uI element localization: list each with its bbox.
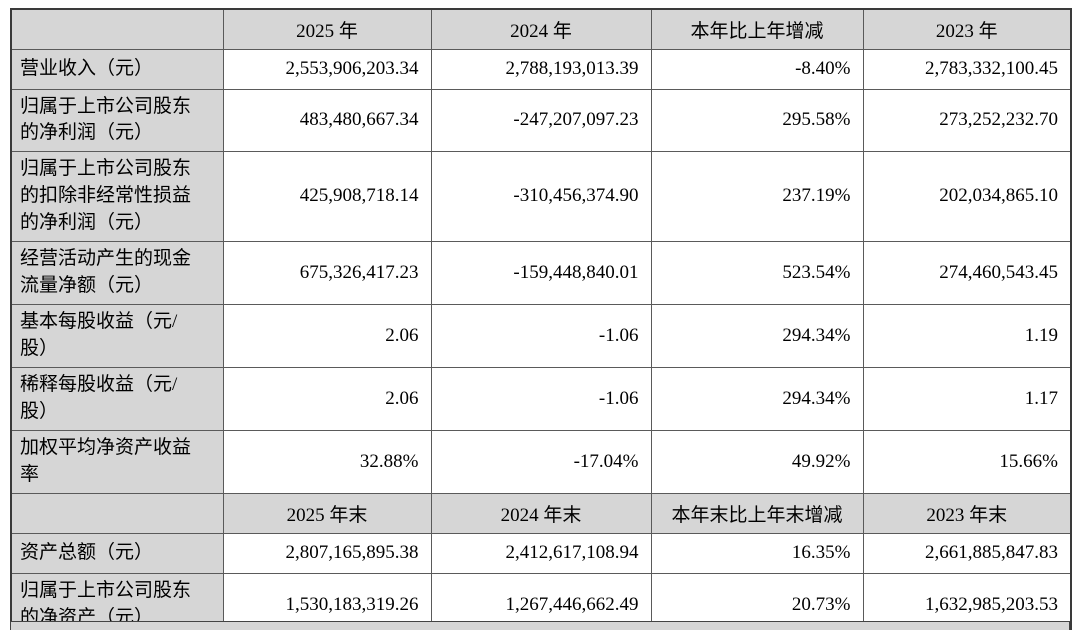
cell-value: 237.19% (650, 151, 864, 243)
cell-value: 16.35% (650, 533, 864, 575)
cell-value: -1.06 (430, 367, 652, 432)
col-header-yearend-change: 本年末比上年末增减 (650, 493, 864, 535)
cell-value: 32.88% (222, 430, 432, 495)
row-label-net-profit-deducted: 归属于上市公司股东 的扣除非经常性损益 的净利润（元） (10, 151, 224, 243)
table-row: 稀释每股收益（元/ 股） 2.06 -1.06 294.34% 1.17 (10, 367, 1072, 432)
cell-value: -17.04% (430, 430, 652, 495)
cell-value: 295.58% (650, 88, 864, 153)
cell-value: 294.34% (650, 304, 864, 369)
cell-value: 425,908,718.14 (222, 151, 432, 243)
cell-value: 15.66% (862, 430, 1072, 495)
header-row-yearend: 2025 年末 2024 年末 本年末比上年末增减 2023 年末 (10, 493, 1072, 535)
cell-value: 49.92% (650, 430, 864, 495)
row-label-weighted-avg-roe: 加权平均净资产收益 率 (10, 430, 224, 495)
cell-value: 675,326,417.23 (222, 241, 432, 306)
col-header-2024: 2024 年 (430, 8, 652, 50)
cell-value: 20.73% (650, 573, 864, 630)
table-row: 经营活动产生的现金 流量净额（元） 675,326,417.23 -159,44… (10, 241, 1072, 306)
cell-value: 483,480,667.34 (222, 88, 432, 153)
cell-value: 294.34% (650, 367, 864, 432)
table-row: 归属于上市公司股东 的净资产（元） 1,530,183,319.26 1,267… (10, 573, 1072, 630)
row-label-revenue: 营业收入（元） (10, 48, 224, 90)
row-label-total-assets: 资产总额（元） (10, 533, 224, 575)
cell-value: -247,207,097.23 (430, 88, 652, 153)
header-row-current: 2025 年 2024 年 本年比上年增减 2023 年 (10, 8, 1072, 50)
cell-value: 2,553,906,203.34 (222, 48, 432, 90)
key-financials-table: 2025 年 2024 年 本年比上年增减 2023 年 营业收入（元） 2,5… (10, 8, 1072, 630)
row-label-operating-cash-flow: 经营活动产生的现金 流量净额（元） (10, 241, 224, 306)
table-row: 归属于上市公司股东 的净利润（元） 483,480,667.34 -247,20… (10, 88, 1072, 153)
row-label-diluted-eps: 稀释每股收益（元/ 股） (10, 367, 224, 432)
col-header-yoy-change: 本年比上年增减 (650, 8, 864, 50)
cell-value: -8.40% (650, 48, 864, 90)
cell-value: 2,788,193,013.39 (430, 48, 652, 90)
cell-value: 202,034,865.10 (862, 151, 1072, 243)
cell-value: 2.06 (222, 367, 432, 432)
next-table-partial-row (10, 621, 1070, 630)
cell-value: -159,448,840.01 (430, 241, 652, 306)
cell-value: 1,530,183,319.26 (222, 573, 432, 630)
col-header-2023-end: 2023 年末 (862, 493, 1072, 535)
col-header-2025-end: 2025 年末 (222, 493, 432, 535)
cell-value: 2,661,885,847.83 (862, 533, 1072, 575)
col-header-2024-end: 2024 年末 (430, 493, 652, 535)
cell-value: -310,456,374.90 (430, 151, 652, 243)
table-row: 营业收入（元） 2,553,906,203.34 2,788,193,013.3… (10, 48, 1072, 90)
table-row: 基本每股收益（元/ 股） 2.06 -1.06 294.34% 1.19 (10, 304, 1072, 369)
cell-value: 523.54% (650, 241, 864, 306)
cell-value: -1.06 (430, 304, 652, 369)
cell-value: 2,783,332,100.45 (862, 48, 1072, 90)
cell-value: 1,267,446,662.49 (430, 573, 652, 630)
table-row: 资产总额（元） 2,807,165,895.38 2,412,617,108.9… (10, 533, 1072, 575)
cell-value: 2,412,617,108.94 (430, 533, 652, 575)
col-header-2023: 2023 年 (862, 8, 1072, 50)
corner-cell (10, 8, 224, 50)
table-row: 归属于上市公司股东 的扣除非经常性损益 的净利润（元） 425,908,718.… (10, 151, 1072, 243)
row-label-net-profit: 归属于上市公司股东 的净利润（元） (10, 88, 224, 153)
col-header-2025: 2025 年 (222, 8, 432, 50)
cell-value: 273,252,232.70 (862, 88, 1072, 153)
row-label-basic-eps: 基本每股收益（元/ 股） (10, 304, 224, 369)
cell-value: 274,460,543.45 (862, 241, 1072, 306)
table-row: 加权平均净资产收益 率 32.88% -17.04% 49.92% 15.66% (10, 430, 1072, 495)
cell-value: 2.06 (222, 304, 432, 369)
cell-value: 2,807,165,895.38 (222, 533, 432, 575)
cell-value: 1.17 (862, 367, 1072, 432)
cell-value: 1.19 (862, 304, 1072, 369)
cell-value: 1,632,985,203.53 (862, 573, 1072, 630)
corner-cell (10, 493, 224, 535)
